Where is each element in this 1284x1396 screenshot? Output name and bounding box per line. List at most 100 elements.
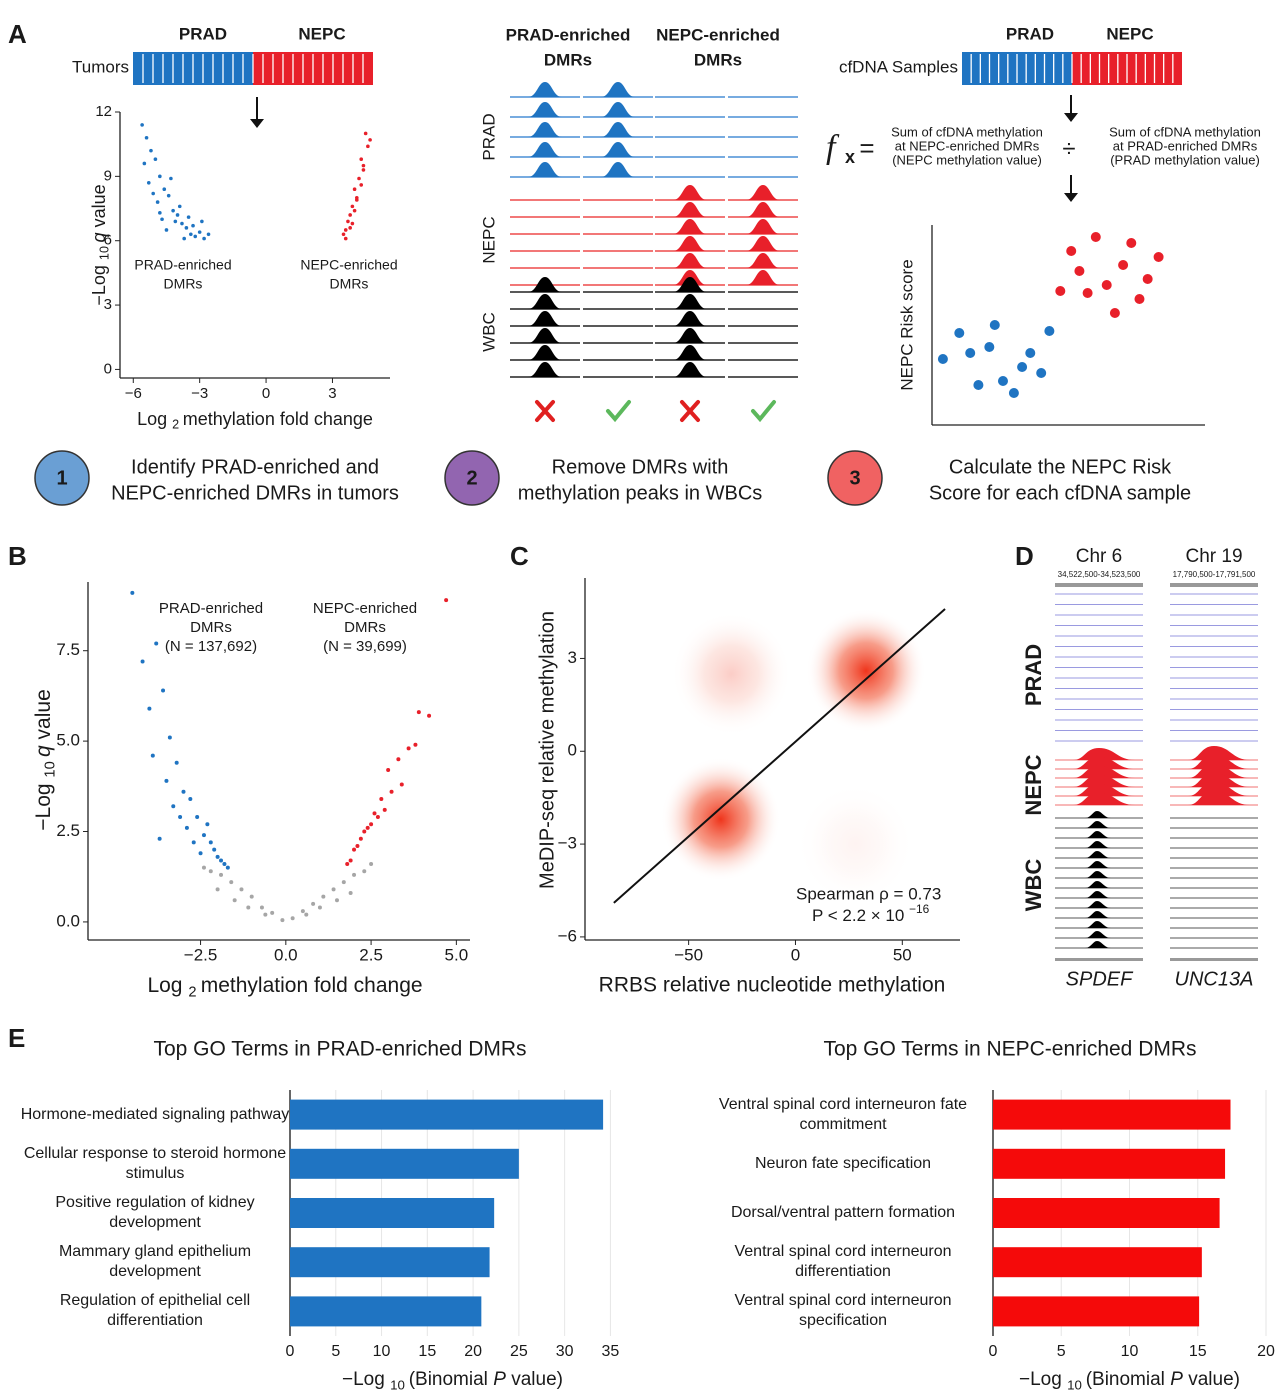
panel-label: E bbox=[8, 1023, 25, 1053]
data-point bbox=[353, 187, 357, 191]
data-point bbox=[1055, 286, 1065, 296]
data-point bbox=[176, 213, 180, 217]
figure-canvas: ABCDETumorsPRADNEPCcfDNA SamplesPRADNEPC… bbox=[0, 0, 1284, 1396]
data-point bbox=[366, 826, 370, 830]
data-point bbox=[444, 598, 448, 602]
y-tick-label: 3 bbox=[568, 648, 577, 667]
x-tick-label: 3 bbox=[328, 385, 336, 402]
annotation: DMRs bbox=[164, 276, 203, 292]
x-tick-label: 30 bbox=[556, 1343, 574, 1360]
data-point bbox=[180, 222, 184, 226]
x-tick-label: 0 bbox=[262, 385, 270, 402]
data-point bbox=[1102, 280, 1112, 290]
y-axis-label-part: value bbox=[32, 689, 55, 739]
data-point bbox=[355, 844, 359, 848]
x-tick-label: 20 bbox=[464, 1343, 482, 1360]
data-point bbox=[1017, 362, 1027, 372]
category-label: Ventral spinal cord interneuron differen… bbox=[693, 1242, 993, 1282]
panel-label: A bbox=[8, 19, 27, 49]
methylation-peak bbox=[673, 311, 707, 326]
methylation-peak bbox=[1085, 901, 1111, 908]
panel-label: D bbox=[1015, 541, 1034, 571]
annotation: DMRs bbox=[330, 276, 369, 292]
data-point bbox=[205, 822, 209, 826]
data-point bbox=[162, 187, 166, 191]
x-tick-label: 35 bbox=[602, 1343, 620, 1360]
y-axis-label-part: −Log bbox=[32, 783, 55, 830]
bar bbox=[993, 1247, 1202, 1277]
step-text: NEPC-enriched DMRs in tumors bbox=[111, 482, 399, 504]
x-axis-label: −Log10(BinomialPvalue) bbox=[342, 1369, 563, 1392]
data-point bbox=[158, 837, 162, 841]
x-tick-label: 15 bbox=[1189, 1343, 1207, 1360]
x-tick-label: −3 bbox=[191, 385, 208, 402]
data-point bbox=[171, 209, 175, 213]
check-mark bbox=[608, 402, 629, 419]
x-axis-label: Log2methylation fold change bbox=[137, 409, 373, 432]
x-tick-label: 2.5 bbox=[359, 945, 383, 964]
x-axis-label-part: P bbox=[1170, 1369, 1183, 1390]
data-point bbox=[362, 869, 366, 873]
data-point bbox=[1118, 260, 1128, 270]
data-point bbox=[396, 757, 400, 761]
methylation-peak bbox=[673, 219, 707, 234]
data-point bbox=[178, 205, 182, 209]
methylation-peak bbox=[528, 142, 562, 157]
data-point bbox=[143, 162, 147, 166]
methylation-peak bbox=[1085, 831, 1111, 838]
annotation: DMRs bbox=[190, 619, 232, 636]
data-point bbox=[209, 869, 213, 873]
chart-title: Top GO Terms in PRAD-enriched DMRs bbox=[153, 1038, 526, 1061]
chromosome-label: Chr 6 bbox=[1076, 546, 1122, 567]
data-point bbox=[151, 754, 155, 758]
y-tick-label: 0.0 bbox=[56, 911, 80, 930]
data-point bbox=[199, 851, 203, 855]
x-tick-label: 0 bbox=[791, 945, 800, 964]
arrow-head bbox=[1064, 113, 1078, 122]
panel-label: C bbox=[510, 541, 529, 571]
data-point bbox=[193, 235, 197, 239]
track-group-label: WBC bbox=[1021, 859, 1046, 912]
methylation-peak bbox=[601, 122, 635, 137]
nepc-label: NEPC bbox=[298, 24, 345, 43]
dmr-header: DMRs bbox=[694, 50, 742, 69]
data-point bbox=[973, 380, 983, 390]
data-point bbox=[390, 790, 394, 794]
category-label: Mammary gland epithelium development bbox=[15, 1242, 295, 1282]
data-point bbox=[171, 804, 175, 808]
data-point bbox=[342, 880, 346, 884]
data-point bbox=[1083, 288, 1093, 298]
data-point bbox=[362, 830, 366, 834]
category-label: Positive regulation of kidney developmen… bbox=[15, 1193, 295, 1233]
data-point bbox=[362, 164, 366, 168]
formula-numerator: (NEPC methylation value) bbox=[892, 152, 1042, 167]
data-point bbox=[383, 808, 387, 812]
annotation: PRAD-enriched bbox=[159, 600, 263, 617]
data-point bbox=[165, 228, 169, 232]
data-point bbox=[364, 132, 368, 136]
coordinates-label: 17,790,500-17,791,500 bbox=[1173, 570, 1256, 579]
data-point bbox=[342, 232, 346, 236]
bar bbox=[290, 1100, 603, 1130]
step-text: Identify PRAD-enriched and bbox=[131, 456, 379, 478]
data-point bbox=[1154, 252, 1164, 262]
step-text: Remove DMRs with bbox=[552, 456, 729, 478]
data-point bbox=[189, 232, 193, 236]
formula-denominator: at PRAD-enriched DMRs bbox=[1113, 138, 1258, 153]
methylation-peak bbox=[1085, 821, 1111, 828]
data-point bbox=[349, 891, 353, 895]
methylation-peak bbox=[1085, 911, 1111, 918]
data-point bbox=[359, 183, 363, 187]
data-point bbox=[938, 354, 948, 364]
data-point bbox=[353, 209, 357, 213]
data-point bbox=[239, 887, 243, 891]
methylation-peak bbox=[1085, 881, 1111, 888]
data-point bbox=[990, 320, 1000, 330]
category-label: Regulation of epithelial cell differenti… bbox=[15, 1291, 295, 1331]
methylation-peak bbox=[528, 162, 562, 177]
category-label: Ventral spinal cord interneuron specific… bbox=[693, 1291, 993, 1331]
data-point bbox=[311, 902, 315, 906]
methylation-peak bbox=[673, 328, 707, 343]
step-number: 3 bbox=[849, 467, 860, 489]
x-tick-label: 5 bbox=[331, 1343, 340, 1360]
